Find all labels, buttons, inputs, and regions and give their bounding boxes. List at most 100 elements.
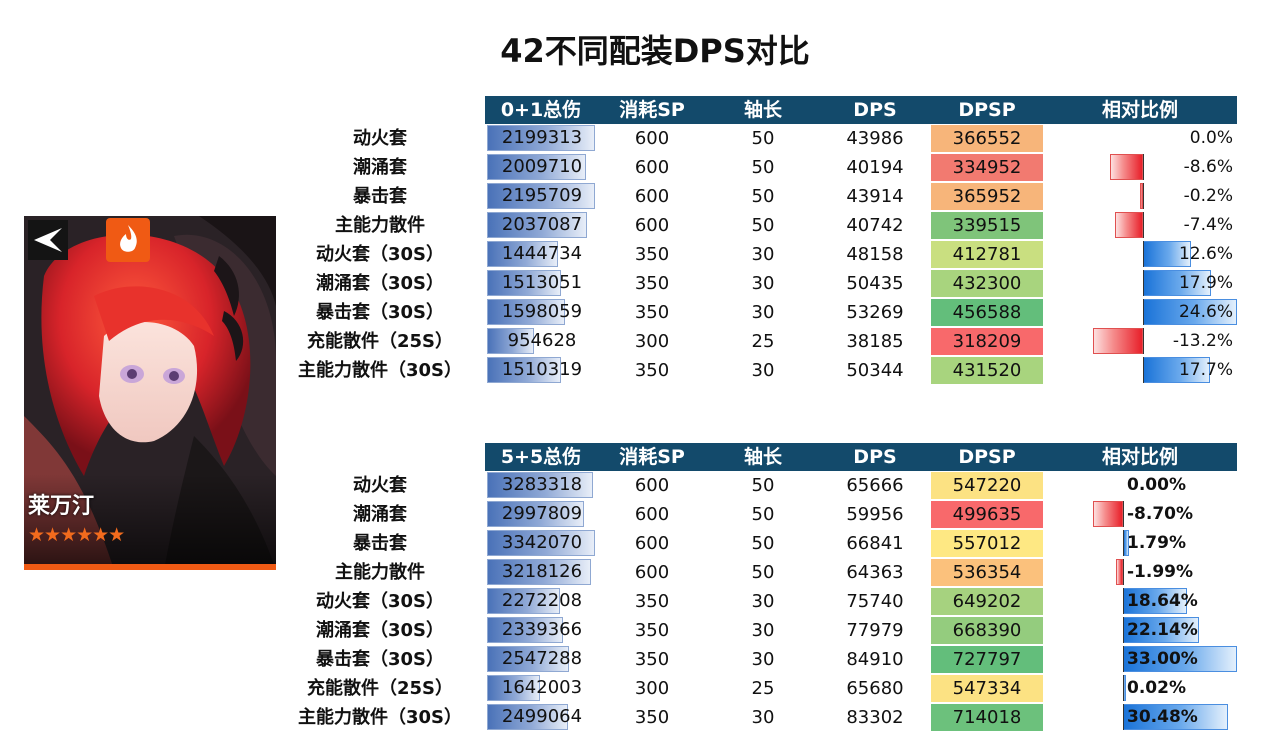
ratio-axis-line [1123, 559, 1124, 585]
total-damage-value: 954628 [507, 330, 577, 351]
axis-value: 30 [751, 302, 775, 323]
total-damage-bar [487, 328, 534, 354]
total-damage-value: 2547288 [501, 648, 583, 669]
dps-value: 40194 [846, 157, 904, 178]
column-header-dps: DPS [853, 99, 897, 121]
row-label: 主能力散件 [335, 215, 425, 236]
axis-value: 30 [751, 273, 775, 294]
total-damage-value: 1444734 [501, 243, 583, 264]
total-damage-cell: 1513051 [487, 270, 597, 296]
ratio-bar [1140, 183, 1143, 209]
ratio-cell: 33.00% [1093, 645, 1237, 674]
ratio-cell: -1.99% [1093, 558, 1237, 587]
axis-value: 50 [751, 504, 775, 525]
axis-value: 30 [751, 244, 775, 265]
total-damage-cell: 2199313 [487, 125, 597, 151]
character-name: 莱万汀 [28, 494, 95, 519]
column-header-axis: 轴长 [743, 99, 782, 121]
row-label: 潮涌套（30S） [315, 273, 444, 294]
total-damage-value: 3342070 [501, 532, 583, 553]
column-header-dps: DPS [853, 446, 897, 468]
sp-value: 350 [634, 273, 670, 294]
total-damage-cell: 3218126 [487, 559, 597, 585]
table-header: 5+5总伤 消耗SP 轴长 DPS DPSP 相对比例 [485, 443, 1237, 471]
ratio-value: 30.48% [1127, 707, 1198, 727]
ratio-cell: 17.9% [1093, 269, 1237, 298]
ratio-axis-line [1123, 675, 1124, 701]
sp-value: 600 [634, 215, 670, 236]
dpsp-value: 432300 [931, 270, 1043, 297]
ratio-value: 24.6% [1178, 302, 1233, 322]
dpsp-value: 499635 [931, 501, 1043, 528]
sp-value: 300 [634, 331, 670, 352]
card-shade [24, 474, 276, 564]
ratio-value: 0.0% [1189, 128, 1233, 148]
column-header-sp: 消耗SP [619, 446, 685, 468]
total-damage-value: 1642003 [501, 677, 583, 698]
character-card: 莱万汀 ★★★★★★ [24, 216, 276, 570]
table-row: 潮涌套（30S） 2339366 350 30 77979 668390 22.14% [280, 616, 1240, 645]
ratio-axis-line [1143, 357, 1144, 383]
total-damage-value: 2195709 [501, 185, 583, 206]
total-damage-bar [487, 212, 587, 238]
ratio-value: 0.02% [1127, 678, 1186, 698]
ratio-value: 17.7% [1178, 360, 1233, 380]
dpsp-value: 318209 [931, 328, 1043, 355]
table-row: 主能力散件（30S） 2499064 350 30 83302 714018 30.48% [280, 703, 1240, 732]
table-row: 动火套（30S） 2272208 350 30 75740 649202 18.64% [280, 587, 1240, 616]
table-header: 0+1总伤 消耗SP 轴长 DPS DPSP 相对比例 [485, 96, 1237, 124]
ratio-axis-line [1123, 501, 1124, 527]
dpsp-value: 456588 [931, 299, 1043, 326]
row-label: 潮涌套（30S） [315, 620, 444, 641]
total-damage-cell: 3342070 [487, 530, 597, 556]
sp-value: 600 [634, 475, 670, 496]
row-label: 动火套（30S） [315, 591, 444, 612]
ratio-axis-line [1143, 270, 1144, 296]
row-label: 主能力散件（30S） [297, 707, 462, 728]
total-damage-value: 3218126 [501, 561, 583, 582]
dpsp-value: 557012 [931, 530, 1043, 557]
total-damage-value: 2009710 [501, 156, 583, 177]
total-damage-cell: 2997809 [487, 501, 597, 527]
sp-value: 350 [634, 360, 670, 381]
total-damage-cell: 954628 [487, 328, 597, 354]
dps-value: 83302 [846, 707, 904, 728]
axis-value: 50 [751, 562, 775, 583]
sp-value: 350 [634, 620, 670, 641]
total-damage-bar [487, 559, 591, 585]
dps-value: 50435 [846, 273, 904, 294]
dpsp-value: 547220 [931, 472, 1043, 499]
dps-value: 77979 [846, 620, 904, 641]
total-damage-bar [487, 646, 569, 672]
dps-value: 75740 [846, 591, 904, 612]
row-label: 主能力散件 [335, 562, 425, 583]
sp-value: 600 [634, 562, 670, 583]
ratio-axis-line [1143, 154, 1144, 180]
column-header-ratio: 相对比例 [1101, 446, 1178, 468]
row-label: 潮涌套 [353, 504, 407, 525]
ratio-axis-line [1143, 241, 1144, 267]
axis-value: 50 [751, 215, 775, 236]
chart-title: 42不同配装DPS对比 [500, 32, 810, 70]
total-damage-value: 1513051 [501, 272, 583, 293]
sp-value: 600 [634, 128, 670, 149]
ratio-cell: -0.2% [1093, 182, 1237, 211]
ratio-bar [1093, 328, 1143, 354]
ratio-cell: 0.02% [1093, 674, 1237, 703]
dpsp-value: 334952 [931, 154, 1043, 181]
ratio-bar [1123, 646, 1237, 672]
ratio-cell: 18.64% [1093, 587, 1237, 616]
total-damage-cell: 2195709 [487, 183, 597, 209]
ratio-cell: -8.6% [1093, 153, 1237, 182]
sp-value: 600 [634, 504, 670, 525]
card-accent-bar [24, 564, 276, 570]
dps-value: 84910 [846, 649, 904, 670]
sp-value: 350 [634, 244, 670, 265]
ratio-value: 1.79% [1127, 533, 1186, 553]
table-row: 暴击套（30S） 2547288 350 30 84910 727797 33.00% [280, 645, 1240, 674]
ratio-axis-line [1123, 617, 1124, 643]
row-label: 暴击套 [353, 533, 407, 554]
ratio-bar [1143, 299, 1237, 325]
table-row: 动火套 3283318 600 50 65666 547220 0.00% [280, 471, 1240, 500]
ratio-axis-line [1123, 588, 1124, 614]
